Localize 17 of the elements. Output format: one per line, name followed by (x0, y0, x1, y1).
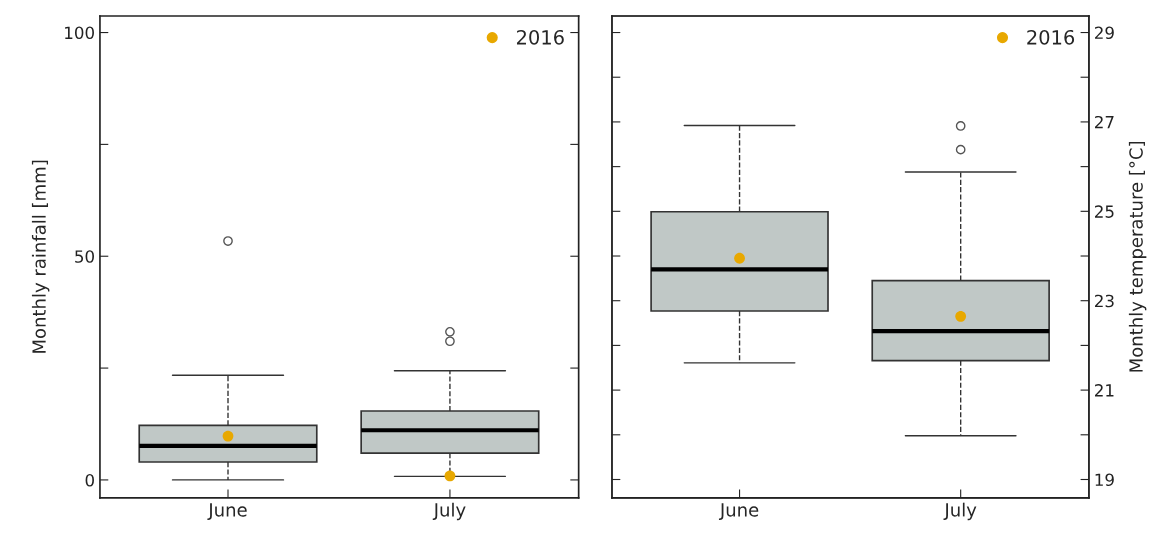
y2-tick-label: 27 (1095, 115, 1114, 129)
y-tick-label: 0 (85, 473, 94, 487)
y-tick-label: 50 (75, 250, 94, 263)
y2-tick-label: 25 (1095, 205, 1114, 218)
x-tick-label: June (718, 503, 759, 521)
legend-label: 2016 (516, 29, 564, 45)
y2-tick-label: 29 (1095, 26, 1114, 40)
legend-label: 2016 (1027, 29, 1075, 45)
y-tick-label: 100 (65, 26, 94, 40)
y2-tick-label: 21 (1095, 384, 1114, 397)
y2-tick-label: 19 (1095, 473, 1114, 487)
y2-axis-title: Monthly temperature [°C] (1128, 141, 1147, 372)
y2-tick-label: 23 (1095, 294, 1114, 308)
x-tick-label: June (207, 503, 247, 521)
x-tick-label: July (943, 502, 977, 521)
x-tick-label: July (432, 502, 466, 521)
y-axis-title: Monthly rainfall [mm] (31, 160, 50, 353)
